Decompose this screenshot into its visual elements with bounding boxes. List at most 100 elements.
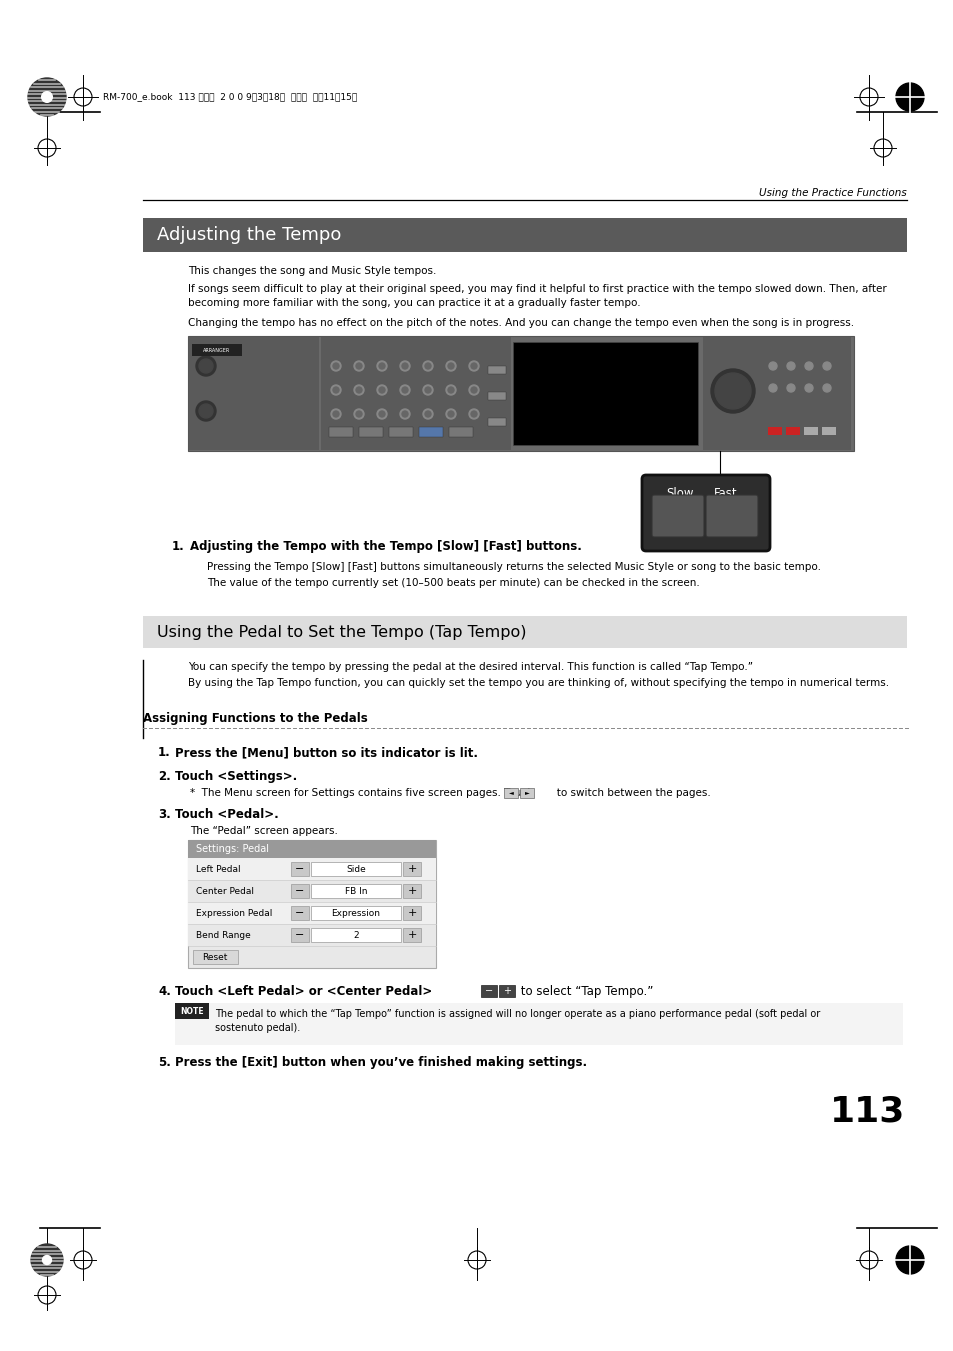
Text: This changes the song and Music Style tempos.: This changes the song and Music Style te… <box>188 266 436 276</box>
Text: to select “Tap Tempo.”: to select “Tap Tempo.” <box>517 985 653 998</box>
Circle shape <box>469 385 478 394</box>
Text: 2: 2 <box>353 931 358 939</box>
Circle shape <box>399 385 410 394</box>
Circle shape <box>378 386 385 393</box>
Bar <box>311 907 400 920</box>
Bar <box>193 950 237 965</box>
Text: −: − <box>295 886 304 896</box>
Text: NOTE: NOTE <box>180 1006 204 1016</box>
Circle shape <box>28 78 66 116</box>
Circle shape <box>422 361 433 372</box>
Circle shape <box>804 362 812 370</box>
Circle shape <box>331 385 340 394</box>
Circle shape <box>448 411 454 417</box>
Text: RM-700_e.book  113 ページ  2 0 0 9年3月18日  水曜日  午前11時15分: RM-700_e.book 113 ページ 2 0 0 9年3月18日 水曜日 … <box>103 92 356 101</box>
Bar <box>480 985 497 997</box>
Bar <box>402 907 420 920</box>
Bar <box>389 427 413 436</box>
Bar <box>498 985 515 997</box>
Bar <box>785 427 800 435</box>
Text: −: − <box>484 986 493 996</box>
Text: becoming more familiar with the song, you can practice it at a gradually faster : becoming more familiar with the song, yo… <box>188 299 640 308</box>
Bar <box>418 427 442 436</box>
Text: Adjusting the Tempo: Adjusting the Tempo <box>157 226 341 245</box>
Bar <box>143 218 906 253</box>
Bar <box>188 880 436 902</box>
Circle shape <box>768 384 776 392</box>
Circle shape <box>446 385 456 394</box>
Bar <box>311 862 400 875</box>
Circle shape <box>378 411 385 417</box>
Bar <box>188 840 436 969</box>
Circle shape <box>786 362 794 370</box>
Bar <box>402 928 420 942</box>
Circle shape <box>331 409 340 419</box>
Bar <box>488 366 505 374</box>
Text: The value of the tempo currently set (10–500 beats per minute) can be checked in: The value of the tempo currently set (10… <box>207 578 699 588</box>
Text: 1.: 1. <box>172 540 185 553</box>
Bar <box>291 862 309 875</box>
Circle shape <box>333 386 338 393</box>
Text: +: + <box>407 908 416 917</box>
Circle shape <box>399 361 410 372</box>
Bar <box>311 884 400 898</box>
Circle shape <box>354 409 364 419</box>
Circle shape <box>376 409 387 419</box>
Bar <box>188 902 436 924</box>
Bar <box>189 336 318 450</box>
Text: Expression Pedal: Expression Pedal <box>195 908 273 917</box>
Text: sostenuto pedal).: sostenuto pedal). <box>214 1023 300 1034</box>
Bar <box>291 928 309 942</box>
Text: 1.: 1. <box>158 746 171 759</box>
Circle shape <box>195 401 215 422</box>
Circle shape <box>448 363 454 369</box>
Bar <box>358 427 382 436</box>
Bar <box>519 788 534 798</box>
Circle shape <box>199 404 213 417</box>
Text: +: + <box>407 886 416 896</box>
Circle shape <box>376 361 387 372</box>
Bar <box>320 336 511 450</box>
Circle shape <box>401 363 408 369</box>
Text: Press the [Menu] button so its indicator is lit.: Press the [Menu] button so its indicator… <box>174 746 477 759</box>
Text: Fast: Fast <box>713 486 737 500</box>
FancyBboxPatch shape <box>651 494 703 536</box>
Bar <box>188 336 853 451</box>
Text: By using the Tap Tempo function, you can quickly set the tempo you are thinking : By using the Tap Tempo function, you can… <box>188 678 888 688</box>
Circle shape <box>354 385 364 394</box>
Text: Left Pedal: Left Pedal <box>195 865 240 874</box>
Circle shape <box>422 385 433 394</box>
Text: ARRANGER: ARRANGER <box>203 347 231 353</box>
Bar <box>702 336 850 450</box>
Bar <box>503 788 517 798</box>
Text: −: − <box>295 908 304 917</box>
Circle shape <box>768 362 776 370</box>
Circle shape <box>822 362 830 370</box>
Text: Settings: Pedal: Settings: Pedal <box>195 844 269 854</box>
Text: ►: ► <box>524 790 529 796</box>
Text: The pedal to which the “Tap Tempo” function is assigned will no longer operate a: The pedal to which the “Tap Tempo” funct… <box>214 1009 820 1019</box>
Text: −: − <box>295 865 304 874</box>
Text: Center Pedal: Center Pedal <box>195 886 253 896</box>
Circle shape <box>378 363 385 369</box>
Text: −: − <box>295 929 304 940</box>
Circle shape <box>355 386 361 393</box>
Circle shape <box>469 361 478 372</box>
Circle shape <box>199 359 213 373</box>
Circle shape <box>30 1244 63 1275</box>
Circle shape <box>895 82 923 111</box>
Bar <box>329 427 353 436</box>
Text: *  The Menu screen for Settings contains five screen pages. Touch       to switc: * The Menu screen for Settings contains … <box>190 788 710 798</box>
Circle shape <box>355 363 361 369</box>
Circle shape <box>710 369 754 413</box>
Text: +: + <box>407 865 416 874</box>
Text: If songs seem difficult to play at their original speed, you may find it helpful: If songs seem difficult to play at their… <box>188 284 886 295</box>
Text: FB In: FB In <box>344 886 367 896</box>
Text: Pressing the Tempo [Slow] [Fast] buttons simultaneously returns the selected Mus: Pressing the Tempo [Slow] [Fast] buttons… <box>207 562 821 571</box>
Circle shape <box>354 361 364 372</box>
Text: Bend Range: Bend Range <box>195 931 251 939</box>
Text: 2.: 2. <box>158 770 171 784</box>
Circle shape <box>471 363 476 369</box>
Circle shape <box>333 363 338 369</box>
Text: Using the Practice Functions: Using the Practice Functions <box>759 188 906 199</box>
